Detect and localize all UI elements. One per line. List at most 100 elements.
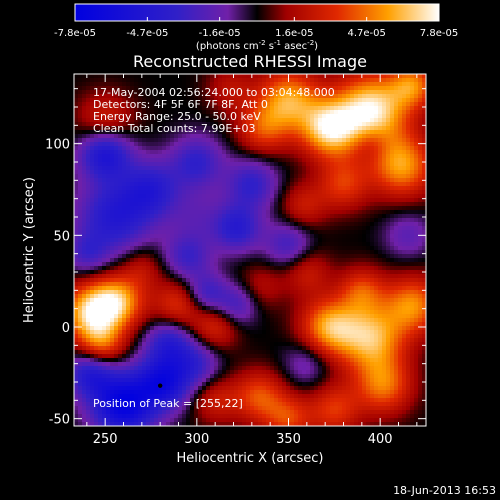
heatmap-cell	[78, 262, 83, 267]
heatmap-cell	[78, 226, 83, 231]
heatmap-cell	[334, 110, 339, 115]
heatmap-cell	[270, 198, 275, 203]
heatmap-cell	[418, 90, 423, 95]
heatmap-cell	[190, 82, 195, 87]
heatmap-cell	[314, 250, 319, 255]
heatmap-cell	[82, 106, 87, 111]
heatmap-cell	[206, 86, 211, 91]
heatmap-cell	[122, 78, 127, 83]
heatmap-cell	[142, 222, 147, 227]
heatmap-cell	[342, 294, 347, 299]
heatmap-cell	[174, 226, 179, 231]
heatmap-cell	[186, 74, 191, 79]
heatmap-cell	[106, 226, 111, 231]
heatmap-cell	[74, 98, 79, 103]
heatmap-cell	[78, 142, 83, 147]
heatmap-cell	[182, 74, 187, 79]
heatmap-cell	[110, 98, 115, 103]
heatmap-cell	[358, 274, 363, 279]
heatmap-cell	[374, 266, 379, 271]
heatmap-cell	[274, 146, 279, 151]
heatmap-cell	[342, 114, 347, 119]
heatmap-cell	[90, 178, 95, 183]
heatmap-cell	[206, 234, 211, 239]
heatmap-cell	[306, 290, 311, 295]
heatmap-cell	[194, 86, 199, 91]
heatmap-cell	[350, 282, 355, 287]
heatmap-cell	[390, 286, 395, 291]
heatmap-cell	[222, 250, 227, 255]
heatmap-cell	[410, 254, 415, 259]
heatmap-cell	[246, 158, 251, 163]
heatmap-cell	[146, 110, 151, 115]
heatmap-cell	[138, 206, 143, 211]
heatmap-cell	[206, 238, 211, 243]
heatmap-cell	[306, 178, 311, 183]
heatmap-cell	[118, 178, 123, 183]
heatmap-cell	[234, 170, 239, 175]
heatmap-cell	[338, 282, 343, 287]
heatmap-cell	[262, 290, 267, 295]
heatmap-cell	[306, 170, 311, 175]
heatmap-cell	[230, 190, 235, 195]
heatmap-cell	[322, 134, 327, 139]
heatmap-cell	[246, 122, 251, 127]
heatmap-cell	[202, 214, 207, 219]
heatmap-cell	[378, 278, 383, 283]
heatmap-cell	[298, 290, 303, 295]
heatmap-cell	[286, 254, 291, 259]
heatmap-cell	[414, 194, 419, 199]
heatmap-cell	[94, 178, 99, 183]
heatmap-cell	[142, 262, 147, 267]
heatmap-cell	[86, 254, 91, 259]
heatmap-cell	[402, 154, 407, 159]
heatmap-cell	[166, 150, 171, 155]
heatmap-cell	[366, 106, 371, 111]
heatmap-cell	[126, 114, 131, 119]
heatmap-cell	[78, 174, 83, 179]
heatmap-cell	[102, 74, 107, 79]
heatmap-cell	[122, 110, 127, 115]
heatmap-cell	[278, 182, 283, 187]
heatmap-cell	[114, 290, 119, 295]
heatmap-cell	[170, 138, 175, 143]
heatmap-cell	[422, 206, 426, 211]
heatmap-cell	[366, 114, 371, 119]
heatmap-cell	[194, 186, 199, 191]
heatmap-cell	[278, 238, 283, 243]
heatmap-cell	[398, 122, 403, 127]
heatmap-cell	[158, 278, 163, 283]
heatmap-cell	[170, 238, 175, 243]
heatmap-cell	[218, 86, 223, 91]
heatmap-cell	[182, 154, 187, 159]
heatmap-cell	[266, 142, 271, 147]
heatmap-cell	[390, 174, 395, 179]
heatmap-cell	[86, 278, 91, 283]
heatmap-cell	[170, 270, 175, 275]
heatmap-cell	[222, 262, 227, 267]
heatmap-cell	[146, 194, 151, 199]
heatmap-cell	[90, 90, 95, 95]
heatmap-cell	[202, 294, 207, 299]
heatmap-cell	[282, 298, 287, 303]
heatmap-cell	[126, 194, 131, 199]
heatmap-cell	[398, 110, 403, 115]
heatmap-cell	[358, 222, 363, 227]
heatmap-cell	[90, 150, 95, 155]
heatmap-cell	[138, 242, 143, 247]
heatmap-cell	[198, 290, 203, 295]
heatmap-cell	[374, 174, 379, 179]
heatmap-cell	[378, 102, 383, 107]
heatmap-cell	[142, 162, 147, 167]
heatmap-cell	[174, 174, 179, 179]
heatmap-cell	[210, 246, 215, 251]
heatmap-cell	[370, 190, 375, 195]
heatmap-cell	[246, 178, 251, 183]
heatmap-cell	[294, 262, 299, 267]
heatmap-cell	[230, 110, 235, 115]
heatmap-cell	[82, 150, 87, 155]
heatmap-cell	[254, 114, 259, 119]
heatmap-cell	[250, 254, 255, 259]
heatmap-cell	[110, 130, 115, 135]
heatmap-cell	[90, 262, 95, 267]
